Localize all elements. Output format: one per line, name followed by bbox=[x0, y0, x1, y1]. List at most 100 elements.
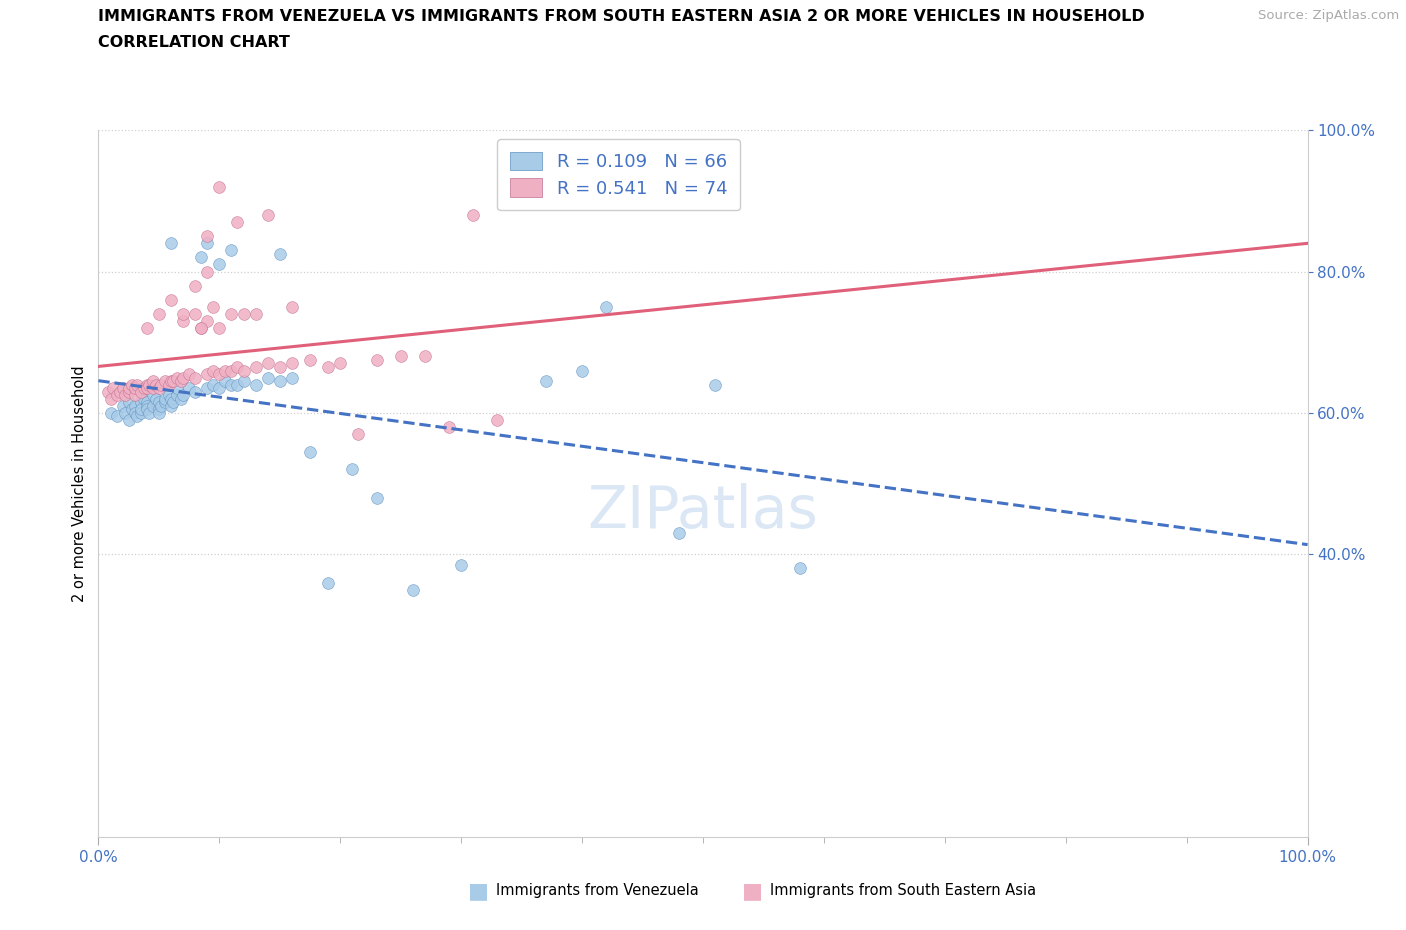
Point bbox=[463, 207, 485, 222]
Point bbox=[195, 229, 218, 244]
Point bbox=[160, 236, 183, 251]
Point bbox=[162, 395, 184, 410]
Point bbox=[127, 378, 149, 392]
Point bbox=[195, 380, 218, 395]
Point bbox=[232, 374, 254, 389]
Point bbox=[208, 380, 231, 395]
Text: Immigrants from South Eastern Asia: Immigrants from South Eastern Asia bbox=[770, 884, 1036, 898]
Point bbox=[124, 405, 146, 420]
Point bbox=[214, 374, 236, 389]
Point bbox=[162, 374, 184, 389]
Point bbox=[245, 307, 267, 322]
Point bbox=[202, 299, 225, 314]
Point bbox=[160, 374, 183, 389]
Point bbox=[281, 356, 304, 371]
Text: ■: ■ bbox=[742, 881, 762, 901]
Point bbox=[153, 395, 176, 410]
Point bbox=[135, 395, 157, 410]
Point bbox=[486, 413, 509, 428]
Point bbox=[114, 388, 136, 403]
Point bbox=[148, 307, 170, 322]
Point bbox=[208, 366, 231, 381]
Point bbox=[208, 257, 231, 272]
Point bbox=[157, 378, 180, 392]
Point bbox=[166, 380, 188, 395]
Point bbox=[129, 395, 152, 410]
Point bbox=[118, 384, 141, 399]
Point bbox=[413, 349, 436, 364]
Point bbox=[101, 380, 124, 395]
Point bbox=[135, 378, 157, 392]
Point bbox=[153, 374, 176, 389]
Point bbox=[135, 402, 157, 417]
Point bbox=[232, 363, 254, 378]
Point bbox=[166, 388, 188, 403]
Text: Source: ZipAtlas.com: Source: ZipAtlas.com bbox=[1258, 9, 1399, 22]
Point bbox=[124, 380, 146, 395]
Point bbox=[150, 398, 173, 413]
Point bbox=[450, 557, 472, 572]
Point bbox=[184, 307, 207, 322]
Point bbox=[534, 374, 557, 389]
Point bbox=[150, 378, 173, 392]
Point bbox=[221, 307, 243, 322]
Point bbox=[256, 207, 278, 222]
Point bbox=[108, 384, 131, 399]
Point bbox=[129, 402, 152, 417]
Point bbox=[172, 370, 194, 385]
Point bbox=[111, 398, 134, 413]
Point bbox=[172, 307, 194, 322]
Point bbox=[329, 356, 352, 371]
Point bbox=[402, 582, 425, 597]
Point bbox=[121, 402, 143, 417]
Point bbox=[389, 349, 412, 364]
Point bbox=[157, 388, 180, 403]
Point bbox=[595, 299, 617, 314]
Point bbox=[118, 380, 141, 395]
Point bbox=[214, 363, 236, 378]
Point bbox=[195, 236, 218, 251]
Point bbox=[190, 250, 212, 265]
Point bbox=[177, 366, 201, 381]
Point bbox=[184, 278, 207, 293]
Point bbox=[342, 462, 364, 477]
Point bbox=[129, 405, 152, 420]
Point bbox=[105, 388, 128, 403]
Point bbox=[208, 321, 231, 336]
Text: Immigrants from Venezuela: Immigrants from Venezuela bbox=[496, 884, 699, 898]
Point bbox=[172, 388, 194, 403]
Point bbox=[145, 378, 167, 392]
Point bbox=[142, 398, 165, 413]
Point bbox=[114, 405, 136, 420]
Point bbox=[118, 413, 141, 428]
Point bbox=[366, 352, 388, 367]
Point bbox=[195, 264, 218, 279]
Point bbox=[256, 356, 278, 371]
Legend: R = 0.109   N = 66, R = 0.541   N = 74: R = 0.109 N = 66, R = 0.541 N = 74 bbox=[496, 140, 740, 210]
Point bbox=[221, 363, 243, 378]
Point bbox=[100, 405, 122, 420]
Point bbox=[138, 378, 160, 392]
Point bbox=[134, 392, 156, 406]
Point bbox=[347, 427, 370, 442]
Point bbox=[298, 445, 321, 459]
Point bbox=[169, 392, 191, 406]
Point bbox=[184, 370, 207, 385]
Text: ■: ■ bbox=[468, 881, 488, 901]
Point bbox=[111, 380, 134, 395]
Point bbox=[232, 307, 254, 322]
Point bbox=[135, 380, 157, 395]
Point bbox=[256, 370, 278, 385]
Point bbox=[121, 378, 143, 392]
Point bbox=[105, 409, 128, 424]
Point bbox=[138, 405, 160, 420]
Point bbox=[437, 419, 460, 434]
Point bbox=[281, 370, 304, 385]
Point bbox=[148, 402, 170, 417]
Point bbox=[129, 384, 152, 399]
Point bbox=[316, 575, 339, 590]
Point bbox=[124, 388, 146, 403]
Point bbox=[195, 366, 218, 381]
Point bbox=[190, 321, 212, 336]
Point bbox=[160, 398, 183, 413]
